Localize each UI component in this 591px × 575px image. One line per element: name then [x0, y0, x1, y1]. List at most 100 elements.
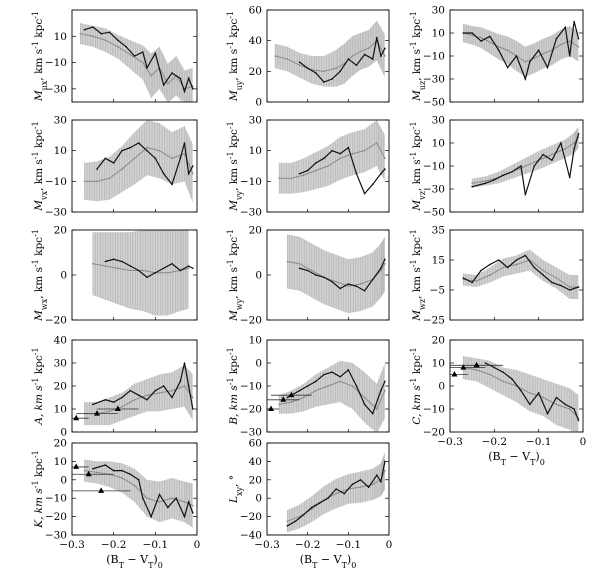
- data-point: [146, 67, 148, 69]
- label-part: M: [228, 90, 240, 102]
- data-point: [506, 266, 509, 269]
- data-point: [384, 469, 386, 472]
- data-point: [129, 269, 132, 272]
- data-point: [351, 483, 354, 486]
- uncertainty-band: [463, 249, 579, 299]
- label-part: -1: [226, 121, 235, 129]
- data-point: [133, 399, 136, 401]
- data-point: [371, 183, 374, 186]
- data-point: [376, 36, 378, 39]
- data-point: [323, 276, 325, 279]
- data-point: [367, 47, 370, 50]
- y-tick-label: −30: [45, 83, 67, 95]
- y-axis-label: Mux, km s-1 kpc-1: [31, 11, 49, 102]
- y-tick-label: −10: [423, 404, 445, 416]
- data-point: [137, 269, 140, 272]
- data-point: [315, 274, 317, 276]
- data-point: [471, 32, 473, 34]
- label-part: wx: [40, 298, 49, 310]
- label-part: , km s: [411, 267, 423, 299]
- uncertainty-band: [279, 360, 385, 432]
- data-point: [302, 396, 305, 399]
- series-line-black: [287, 461, 386, 527]
- data-point: [137, 479, 140, 481]
- data-point: [462, 277, 465, 279]
- data-point: [146, 497, 148, 500]
- data-point: [158, 392, 161, 394]
- label-part: M: [411, 310, 423, 322]
- data-point: [171, 396, 173, 399]
- data-point: [286, 396, 289, 399]
- data-point: [129, 473, 132, 476]
- data-point: [359, 486, 362, 488]
- y-axis-label: K, km s-1 kpc-1: [31, 450, 46, 528]
- series-line-black: [299, 259, 386, 292]
- data-point: [327, 165, 329, 167]
- uncertainty-band: [463, 356, 579, 432]
- data-point: [192, 165, 194, 167]
- x-tick-label: −0.2: [101, 539, 127, 551]
- data-point: [351, 385, 354, 387]
- data-point: [529, 60, 531, 63]
- data-point: [506, 49, 509, 52]
- label-part: kpc: [33, 129, 45, 151]
- label-part: , km s: [411, 49, 423, 81]
- data-point: [497, 259, 500, 261]
- data-point: [146, 276, 148, 279]
- data-point: [323, 157, 325, 160]
- data-point: [506, 66, 509, 69]
- label-part: 0: [540, 458, 545, 467]
- series-line-black: [92, 362, 194, 410]
- x-tick-label: −0.1: [526, 436, 552, 448]
- label-part: M: [411, 200, 423, 212]
- y-axis-label: Mvy, km s-1 kpc-1: [226, 121, 244, 211]
- y-tick-label: 60: [249, 5, 262, 17]
- label-part: kpc: [33, 19, 45, 41]
- data-point: [306, 269, 309, 272]
- data-point: [83, 180, 86, 183]
- data-point: [192, 504, 194, 507]
- label-part: , km s: [228, 49, 240, 81]
- data-point: [302, 513, 305, 516]
- label-part: ): [347, 553, 351, 566]
- data-point: [529, 392, 531, 394]
- data-point: [129, 389, 132, 392]
- data-point: [133, 157, 136, 160]
- series-line-black: [485, 362, 580, 421]
- y-tick-label: −20: [423, 427, 445, 439]
- y-tick-label: −20: [240, 315, 262, 327]
- data-point: [158, 501, 161, 503]
- data-point: [475, 369, 478, 371]
- data-point: [380, 480, 382, 483]
- data-point: [359, 50, 362, 53]
- label-part: -1: [31, 480, 40, 488]
- data-point: [568, 408, 571, 410]
- label-part: -1: [226, 229, 235, 237]
- data-point: [568, 55, 571, 57]
- series-line-gray: [80, 33, 193, 90]
- data-point: [112, 469, 115, 472]
- label-part: , °: [228, 475, 240, 487]
- data-point: [546, 66, 549, 69]
- data-point: [502, 380, 505, 383]
- data-point: [339, 70, 342, 73]
- y-tick-label: −10: [240, 176, 262, 188]
- data-point: [335, 488, 337, 490]
- y-tick-label: −40: [240, 530, 262, 542]
- x-tick-label: 0: [386, 539, 393, 551]
- data-point: [92, 262, 94, 265]
- y-tick-label: −30: [423, 184, 445, 196]
- data-point: [146, 394, 148, 397]
- y-tick-label: 0: [60, 474, 67, 486]
- data-point: [568, 289, 571, 291]
- label-part: -1: [409, 377, 418, 385]
- y-tick-label: 40: [54, 335, 67, 347]
- data-point: [480, 40, 482, 42]
- data-point: [471, 281, 473, 284]
- label-part: -1: [226, 41, 235, 49]
- data-point: [290, 177, 293, 180]
